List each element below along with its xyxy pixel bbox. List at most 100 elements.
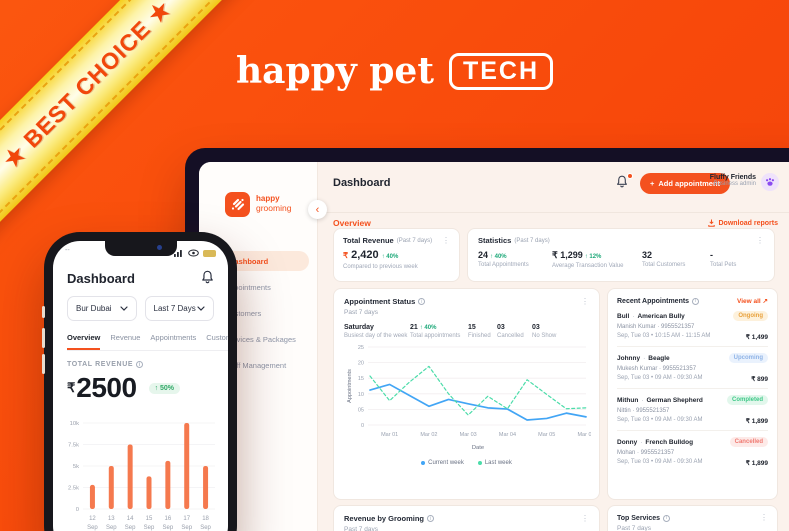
svg-text:Date: Date [472, 445, 484, 451]
brand-name: happy pet [235, 50, 434, 92]
chevron-down-icon [197, 306, 205, 311]
stat-finished: 15 Finished [468, 324, 491, 339]
tab-appointments[interactable]: Appointments [150, 333, 197, 342]
info-icon[interactable]: i [427, 515, 435, 522]
svg-text:10: 10 [358, 392, 364, 398]
date-range-select[interactable]: Last 7 Days [144, 296, 214, 321]
cellular-signal-icon [174, 250, 182, 257]
svg-text:20: 20 [358, 361, 364, 367]
info-icon[interactable]: i [136, 361, 144, 368]
svg-text:25: 25 [358, 345, 364, 351]
card-period: Past 7 days [617, 525, 651, 531]
info-icon[interactable]: i [663, 514, 671, 522]
stat-busiest-day: Saturday Busiest day of the week [344, 324, 408, 339]
stat-total-appointments: 24 ↑ 40% Total Appointments [478, 250, 529, 268]
info-icon[interactable]: i [692, 297, 700, 305]
svg-text:Mar 06: Mar 06 [577, 432, 591, 438]
sidebar-item-label: Services & Packages [225, 334, 296, 344]
revenue-by-grooming-card: Revenue by Grooming i ⋮ Past 7 days [333, 505, 600, 531]
appointment-row[interactable]: Mithun · German Shepherd Completed Nitti… [617, 389, 768, 431]
svg-text:Sep: Sep [125, 525, 136, 531]
phone-notifications-button[interactable] [201, 270, 214, 289]
card-period: (Past 7 days) [514, 237, 550, 244]
sidebar-item-customers[interactable]: Customers [207, 303, 309, 323]
sidebar-item-label: Staff Management [225, 360, 287, 370]
phone-page-title: Dashboard [67, 271, 135, 286]
svg-text:Mar 05: Mar 05 [538, 432, 555, 438]
notification-dot [627, 173, 633, 179]
svg-text:16: 16 [165, 516, 172, 522]
card-period: Past 7 days [344, 309, 378, 316]
svg-text:05: 05 [358, 407, 364, 413]
card-title: Top Services [617, 514, 661, 522]
phone-mockup: -- Dashboard [42, 232, 237, 531]
sidebar-collapse-button[interactable]: ‹ [308, 200, 327, 219]
stat-total-customers: 32 Total Customers [642, 250, 686, 268]
appointment-status-card: Appointment Status i ⋮ Past 7 days Satur… [333, 288, 600, 500]
status-badge: Upcoming [728, 353, 768, 363]
svg-text:2.5k: 2.5k [68, 486, 79, 492]
svg-text:Appointments: Appointments [347, 369, 353, 403]
currency-symbol: ₹ [343, 251, 349, 260]
svg-text:Sep: Sep [163, 525, 174, 531]
avatar[interactable] [761, 173, 779, 191]
svg-text:12: 12 [89, 516, 96, 522]
svg-text:14: 14 [127, 516, 134, 522]
svg-text:Mar 02: Mar 02 [420, 432, 437, 438]
stat-no-show: 03 No Show [532, 324, 557, 339]
svg-text:Sep: Sep [181, 525, 192, 531]
svg-text:13: 13 [108, 516, 115, 522]
kebab-menu-icon[interactable]: ⋮ [760, 513, 768, 522]
profile-role: Business admin [713, 181, 756, 187]
card-title: Total Revenue [343, 236, 394, 245]
phone-screen: -- Dashboard [53, 241, 228, 531]
appointment-row[interactable]: Johnny · Beagle Upcoming Mukesh Kumar · … [617, 347, 768, 389]
sidebar-item-appointments[interactable]: Appointments [207, 277, 309, 297]
location-select[interactable]: Bur Dubai [67, 296, 137, 321]
appointments-line-chart: 0 05 10 15 20 25 Mar 01 Mar 02 Mar 03 Mar 04 Mar 0… [347, 345, 595, 451]
view-all-link[interactable]: View all ↗ [737, 298, 768, 305]
legend-dot-last [477, 461, 482, 465]
kebab-menu-icon[interactable]: ⋮ [756, 235, 764, 245]
revenue-bar-chart: 0 2.5k 5k 7.5k 10k 12 Sep 13 Sep 14 Sep 15 Sep 16 Sep 1… [68, 421, 215, 531]
tab-revenue[interactable]: Revenue [110, 333, 141, 342]
status-bar-icons [174, 249, 216, 257]
revenue-delta: ↑ 40% [381, 254, 399, 260]
app-logo: happy grooming [225, 192, 317, 217]
download-reports-label: Download reports [718, 219, 778, 227]
sidebar-item-label: Appointments [225, 282, 271, 292]
tab-customers[interactable]: Customers [206, 333, 228, 342]
stat-total-pets: - Total Pets [710, 250, 737, 268]
sidebar-item-services-packages[interactable]: Services & Packages [207, 329, 309, 349]
stat-avg-transaction: ₹ 1,299 ↑ 12% Average Transaction Value [552, 250, 624, 269]
info-icon[interactable]: i [418, 298, 426, 305]
desktop-mockup: happy grooming Dashboard [185, 148, 789, 531]
svg-text:Mar 01: Mar 01 [381, 432, 398, 438]
profile-info[interactable]: Fluffy Friends Business admin [678, 174, 756, 187]
tab-overview[interactable]: Overview [67, 333, 101, 350]
sidebar-item-staff-management[interactable]: Staff Management [207, 355, 309, 375]
bell-icon [202, 270, 213, 284]
legend-dot-current [421, 461, 426, 465]
add-appointment-label: Add appointment [658, 179, 721, 188]
phone-notch [104, 241, 177, 256]
kebab-menu-icon[interactable]: ⋮ [581, 296, 589, 306]
header-divider [318, 212, 789, 213]
notifications-button[interactable] [616, 173, 633, 191]
stat-cancelled: 03 Cancelled [497, 324, 524, 339]
svg-text:Sep: Sep [106, 525, 117, 531]
download-reports-link[interactable]: Download reports [678, 219, 778, 227]
svg-text:Sep: Sep [144, 525, 155, 531]
card-period: Past 7 days [344, 526, 378, 531]
add-appointment-button[interactable]: + Add appointment [640, 173, 730, 194]
svg-text:5k: 5k [73, 464, 79, 470]
card-title: Recent Appointments [617, 297, 690, 305]
appointment-row[interactable]: Bull · American Bully Ongoing Manish Kum… [617, 305, 768, 347]
kebab-menu-icon[interactable]: ⋮ [442, 235, 450, 245]
status-bar-time: -- [65, 247, 70, 254]
appointment-row[interactable]: Donny · French Bulldog Cancelled Mohan ·… [617, 437, 768, 467]
bell-icon [617, 175, 627, 188]
svg-text:Sep: Sep [87, 525, 98, 531]
chevron-down-icon [119, 306, 128, 311]
kebab-menu-icon[interactable]: ⋮ [581, 513, 589, 523]
